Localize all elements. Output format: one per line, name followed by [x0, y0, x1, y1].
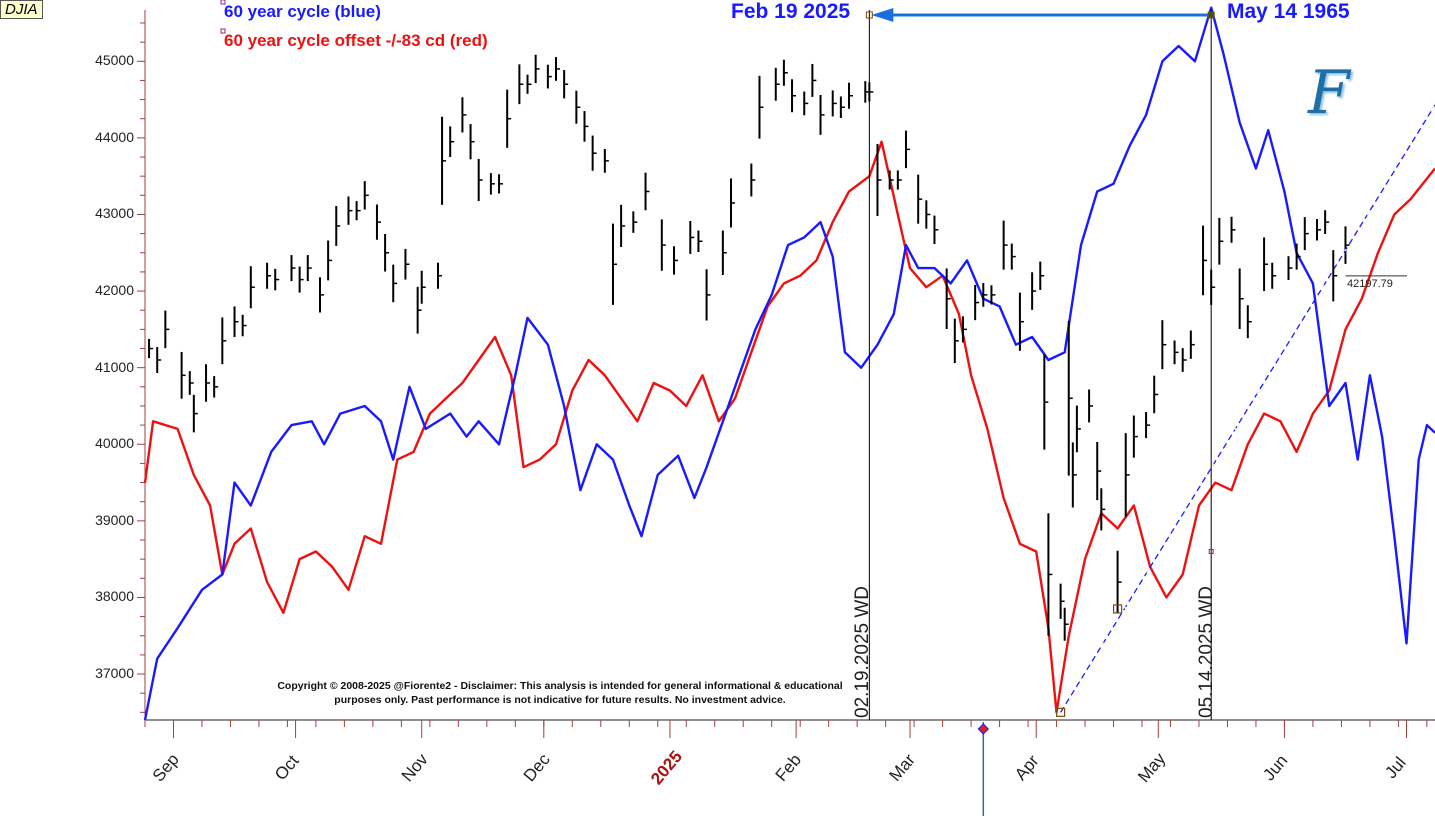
price-bars-layer — [148, 54, 1350, 641]
legend-blue-cycle: 60 year cycle (blue) — [224, 2, 381, 21]
may-marker — [1207, 11, 1215, 19]
y-tick-label: 42000 — [95, 282, 134, 299]
fiorente-logo: F — [1308, 58, 1350, 128]
feb-vline-label: 02.19.2025 WD — [852, 585, 873, 718]
low-marker — [1056, 707, 1066, 717]
axes-layer — [137, 10, 1435, 738]
y-tick-label: 45000 — [95, 52, 134, 69]
cycle-arrow-head — [871, 8, 894, 22]
blue-cycle-layer — [143, 6, 1435, 721]
legend-red-cycle: 60 year cycle offset -/-83 cd (red) — [224, 31, 488, 50]
y-tick-label: 38000 — [95, 588, 134, 605]
may-date-label: May 14 1965 — [1227, 0, 1350, 23]
legend-marker-red — [220, 28, 226, 34]
trend-line — [1060, 104, 1435, 713]
y-tick-label: 41000 — [95, 358, 134, 375]
ticker-label: DJIA — [0, 0, 43, 19]
feb-marker — [865, 11, 873, 19]
y-tick-label: 44000 — [95, 128, 134, 145]
current-date-diamond — [977, 723, 990, 735]
small-marker — [1208, 548, 1214, 554]
pivot-marker — [1112, 604, 1123, 614]
trend-line-highlight — [1060, 104, 1435, 713]
overlay-layer — [220, 0, 1435, 816]
last-price-tag: 42197.79 — [1347, 278, 1393, 290]
legend-marker-blue — [220, 0, 226, 5]
blue-cycle-line — [143, 6, 1435, 721]
copyright-notice: Copyright © 2008-2025 @Fiorente2 - Discl… — [277, 680, 843, 706]
red-cycle-layer — [143, 140, 1435, 714]
y-tick-label: 39000 — [95, 511, 134, 528]
feb-date-label: Feb 19 2025 — [731, 0, 851, 23]
y-tick-label: 40000 — [95, 435, 134, 452]
may-vline-label: 05.14.2025 WD — [1196, 585, 1217, 718]
red-cycle-line — [143, 140, 1435, 714]
y-tick-label: 43000 — [95, 205, 134, 222]
y-tick-label: 37000 — [95, 665, 134, 682]
